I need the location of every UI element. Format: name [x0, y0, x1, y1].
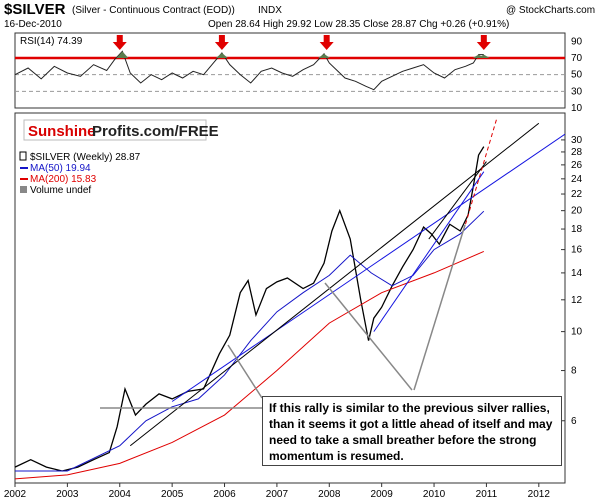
annotation-text: If this rally is similar to the previous… [269, 401, 553, 463]
price-series-line [14, 146, 485, 472]
rsi-line [14, 50, 484, 91]
chart-date: 16-Dec-2010 [4, 19, 62, 30]
bar-icon [19, 151, 27, 161]
red-arrow-icon [319, 35, 334, 50]
legend-price: $SILVER (Weekly) 28.87 [30, 152, 141, 163]
price-tick-label: 28 [571, 147, 583, 158]
red-arrow-icon [476, 35, 491, 50]
price-tick-label: 12 [571, 295, 583, 306]
x-tick-label: 2009 [371, 489, 394, 500]
rsi-overbought-fill [215, 53, 228, 58]
price-tick-label: 8 [571, 366, 577, 377]
trendline [464, 117, 498, 225]
pointer-2008 [324, 282, 413, 391]
red-arrow-icon [112, 35, 127, 50]
red-arrow-icon [214, 35, 229, 50]
rsi-tick-label: 10 [571, 103, 583, 114]
ma50-line [15, 210, 485, 472]
x-tick-label: 2012 [528, 489, 551, 500]
annotation-callout: If this rally is similar to the previous… [262, 396, 562, 466]
legend-ma50: MA(50) 19.94 [30, 163, 91, 174]
pointer-2006 [227, 344, 263, 399]
legend-ma200: MA(200) 15.83 [30, 174, 97, 185]
x-tick-label: 2008 [318, 489, 341, 500]
watermark-part1: Sunshine [28, 123, 96, 140]
watermark-box [23, 119, 207, 141]
price-tick-label: 10 [571, 327, 583, 338]
rsi-tick-label: 30 [571, 86, 583, 97]
x-tick-label: 2006 [213, 489, 236, 500]
watermark-part2: Profits.com/FREE [92, 123, 219, 140]
chart-symbol: $SILVER [4, 1, 66, 18]
price-tick-label: 30 [571, 135, 583, 146]
x-tick-label: 2004 [109, 489, 132, 500]
rsi-title: RSI(14) 74.39 [20, 36, 83, 47]
rsi-overbought-fill [318, 53, 331, 58]
chart-description: (Silver - Continuous Contract (EOD)) [72, 5, 235, 16]
x-tick-label: 2002 [4, 489, 27, 500]
rsi-tick-label: 90 [571, 36, 583, 47]
price-tick-label: 22 [571, 189, 583, 200]
chart-exchange: INDX [258, 5, 282, 16]
legend: $SILVER (Weekly) 28.87 MA(50) 19.94 MA(2… [19, 151, 141, 196]
legend-volume: Volume undef [30, 185, 91, 196]
price-tick-label: 26 [571, 160, 583, 171]
x-tick-label: 2007 [266, 489, 289, 500]
callout-pointers [100, 224, 466, 409]
x-tick-label: 2005 [161, 489, 184, 500]
price-tick-label: 14 [571, 268, 583, 279]
x-tick-label: 2003 [56, 489, 79, 500]
trendline [373, 171, 485, 332]
trendline [428, 161, 487, 240]
rsi-tick-label: 70 [571, 53, 583, 64]
x-tick-label: 2010 [423, 489, 446, 500]
chart-credit: @ StockCharts.com [506, 5, 595, 16]
rsi-overbought-fill [116, 51, 129, 58]
volume-icon [20, 186, 27, 193]
price-tick-label: 18 [571, 224, 583, 235]
x-tick-label: 2011 [476, 489, 498, 500]
trendline [129, 122, 540, 447]
pointer-2010 [413, 224, 466, 391]
price-tick-label: 16 [571, 245, 583, 256]
price-tick-label: 6 [571, 416, 577, 427]
price-tick-label: 20 [571, 206, 583, 217]
chart-ohlc: Open 28.64 High 29.92 Low 28.35 Close 28… [208, 19, 509, 30]
rsi-overbought-fill [477, 54, 490, 58]
trendline [171, 133, 565, 402]
price-tick-label: 24 [571, 174, 583, 185]
rsi-tick-label: 50 [571, 70, 583, 81]
